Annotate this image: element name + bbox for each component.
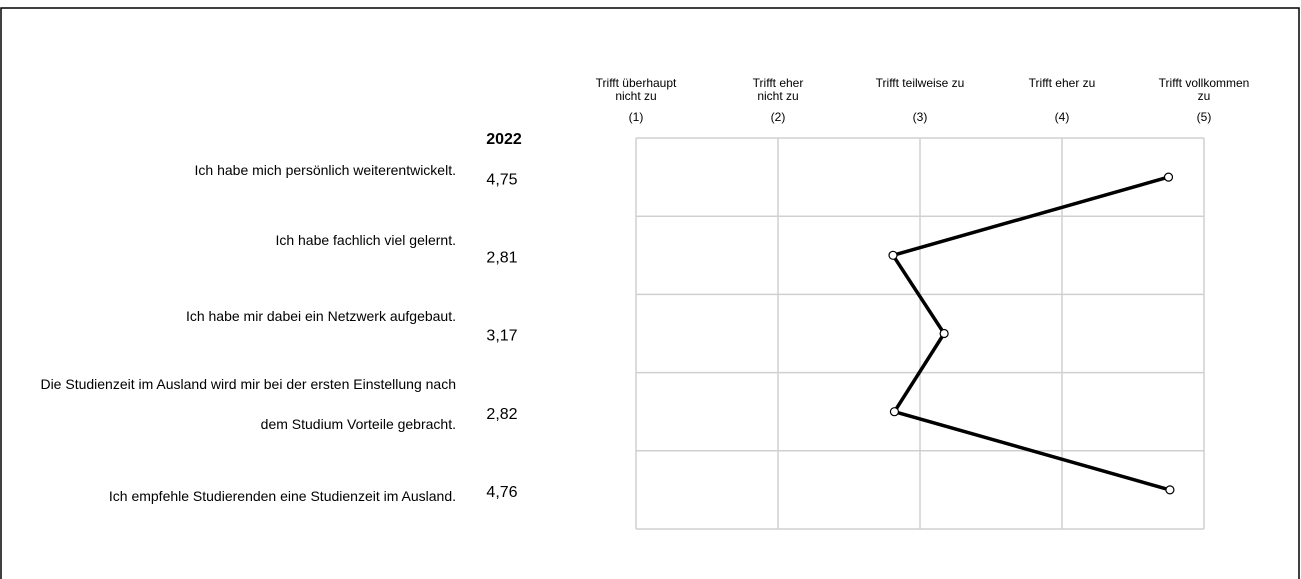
x-tick-label: (4) [1055, 110, 1070, 124]
x-tick-label: (3) [913, 110, 928, 124]
year-header: 2022 [486, 131, 522, 148]
point [939, 328, 949, 339]
point [1163, 172, 1174, 182]
profile-line [890, 175, 1171, 492]
frame [0, 7, 1300, 579]
value-label: 2,82 [486, 406, 517, 423]
statement: Die Studienzeit im Ausland wird mir bei … [40, 376, 456, 432]
scale-label: nicht zu [757, 89, 798, 103]
scale-label: nicht zu [615, 89, 656, 103]
value-label: 2,81 [486, 250, 517, 267]
point [889, 407, 900, 417]
scale-label: Trifft überhaupt [596, 76, 677, 90]
x-tick-label: (2) [771, 110, 786, 124]
scale-label: Trifft eher [753, 76, 804, 90]
scale-label: Trifft eher zu [1029, 76, 1096, 90]
scale-label: Trifft vollkommen [1159, 76, 1250, 90]
x-tick-label: (5) [1197, 110, 1212, 124]
value-label: 3,17 [486, 328, 517, 345]
statement: Ich habe mir dabei ein Netzwerk aufgebau… [185, 308, 456, 324]
statement: Ich habe fachlich viel gelernt. [275, 232, 456, 248]
statement: Ich habe mich persönlich weiterentwickel… [194, 162, 456, 178]
statement: Ich empfehle Studierenden eine Studienze… [108, 488, 456, 504]
value-label: 4,75 [486, 171, 517, 188]
value-label: 4,76 [486, 484, 517, 501]
scale-label: zu [1198, 89, 1211, 103]
scale-label: Trifft teilweise zu [876, 76, 965, 90]
point [1165, 485, 1175, 495]
x-tick-label: (1) [629, 110, 644, 124]
point [888, 250, 898, 260]
